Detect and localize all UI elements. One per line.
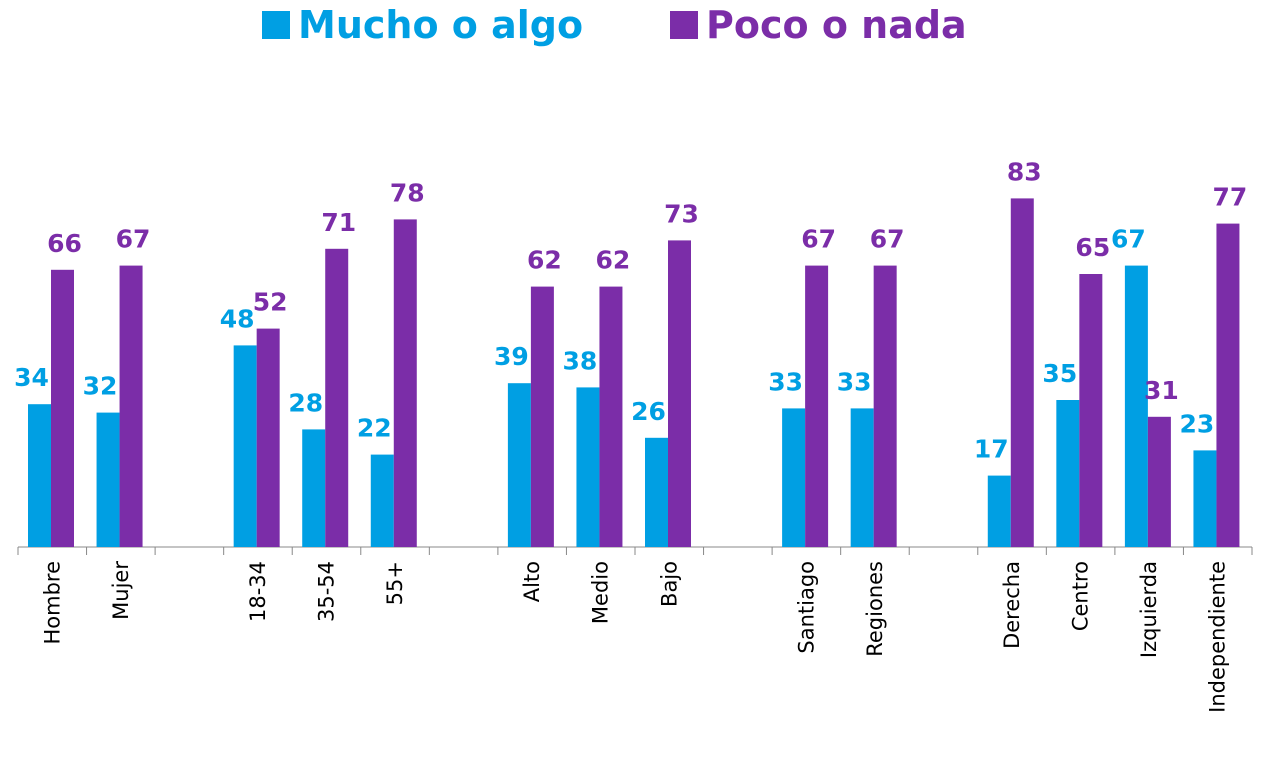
data-label: 67 bbox=[870, 225, 905, 254]
legend-label: Mucho o algo bbox=[298, 3, 583, 47]
data-label: 31 bbox=[1144, 376, 1179, 405]
data-label: 34 bbox=[14, 363, 49, 392]
bar bbox=[1056, 400, 1080, 547]
bar bbox=[119, 265, 143, 547]
data-label: 77 bbox=[1213, 183, 1248, 212]
x-tick-label: Centro bbox=[1069, 561, 1093, 631]
data-label: 65 bbox=[1075, 233, 1110, 262]
x-tick-label: Regiones bbox=[863, 561, 887, 657]
data-label: 26 bbox=[631, 397, 666, 426]
bar bbox=[1010, 198, 1034, 547]
data-label: 62 bbox=[527, 246, 562, 275]
x-tick-label: Independiente bbox=[1206, 561, 1230, 713]
x-tick-label: 35-54 bbox=[315, 561, 339, 622]
bar bbox=[576, 387, 600, 547]
x-tick-label: Mujer bbox=[109, 561, 133, 620]
legend-swatch bbox=[262, 11, 290, 39]
bar bbox=[507, 383, 531, 547]
data-label: 78 bbox=[390, 178, 425, 207]
data-label: 62 bbox=[596, 246, 631, 275]
bar bbox=[1124, 265, 1148, 547]
x-tick-label: Hombre bbox=[40, 561, 64, 645]
bar bbox=[28, 404, 51, 547]
data-label: 28 bbox=[288, 388, 323, 417]
legend-label: Poco o nada bbox=[706, 3, 967, 47]
bar bbox=[668, 240, 691, 547]
bar bbox=[805, 265, 829, 547]
data-label: 73 bbox=[664, 199, 699, 228]
data-label: 33 bbox=[768, 367, 803, 396]
data-label: 67 bbox=[801, 225, 836, 254]
x-tick-label: Alto bbox=[520, 561, 544, 602]
bar bbox=[51, 269, 74, 547]
bar bbox=[256, 328, 280, 547]
data-label: 39 bbox=[494, 342, 529, 371]
data-label: 38 bbox=[563, 346, 598, 375]
bar bbox=[302, 429, 326, 547]
data-label: 71 bbox=[321, 208, 356, 237]
bar bbox=[393, 219, 417, 547]
bar bbox=[850, 408, 874, 547]
data-label: 35 bbox=[1042, 359, 1077, 388]
x-tick-label: Medio bbox=[589, 561, 613, 624]
bar bbox=[987, 475, 1011, 547]
bar bbox=[1147, 416, 1171, 547]
bar bbox=[645, 437, 668, 547]
data-label: 32 bbox=[83, 372, 118, 401]
data-label: 22 bbox=[357, 414, 392, 443]
bar bbox=[1193, 450, 1217, 547]
bar bbox=[325, 248, 349, 548]
bar bbox=[530, 286, 554, 547]
data-label: 33 bbox=[837, 367, 872, 396]
bar bbox=[873, 265, 897, 547]
bar bbox=[782, 408, 806, 547]
bar bbox=[1216, 223, 1240, 547]
x-tick-label: Izquierda bbox=[1137, 561, 1161, 658]
bar bbox=[1079, 274, 1103, 547]
x-tick-label: 18-34 bbox=[246, 561, 270, 622]
x-tick-label: 55+ bbox=[383, 561, 407, 605]
data-label: 83 bbox=[1007, 157, 1042, 186]
data-label: 17 bbox=[974, 435, 1009, 464]
data-label: 67 bbox=[1111, 225, 1146, 254]
data-label: 48 bbox=[220, 304, 255, 333]
data-label: 23 bbox=[1180, 409, 1215, 438]
bar bbox=[370, 454, 394, 547]
legend-swatch bbox=[670, 11, 698, 39]
x-tick-label: Santiago bbox=[794, 561, 818, 654]
data-label: 66 bbox=[47, 229, 82, 258]
x-tick-label: Derecha bbox=[1000, 561, 1024, 649]
data-label: 67 bbox=[116, 225, 151, 254]
data-label: 52 bbox=[253, 288, 288, 317]
x-tick-label: Bajo bbox=[657, 561, 681, 607]
bar bbox=[96, 412, 120, 547]
bar bbox=[599, 286, 623, 547]
bar bbox=[233, 345, 257, 547]
